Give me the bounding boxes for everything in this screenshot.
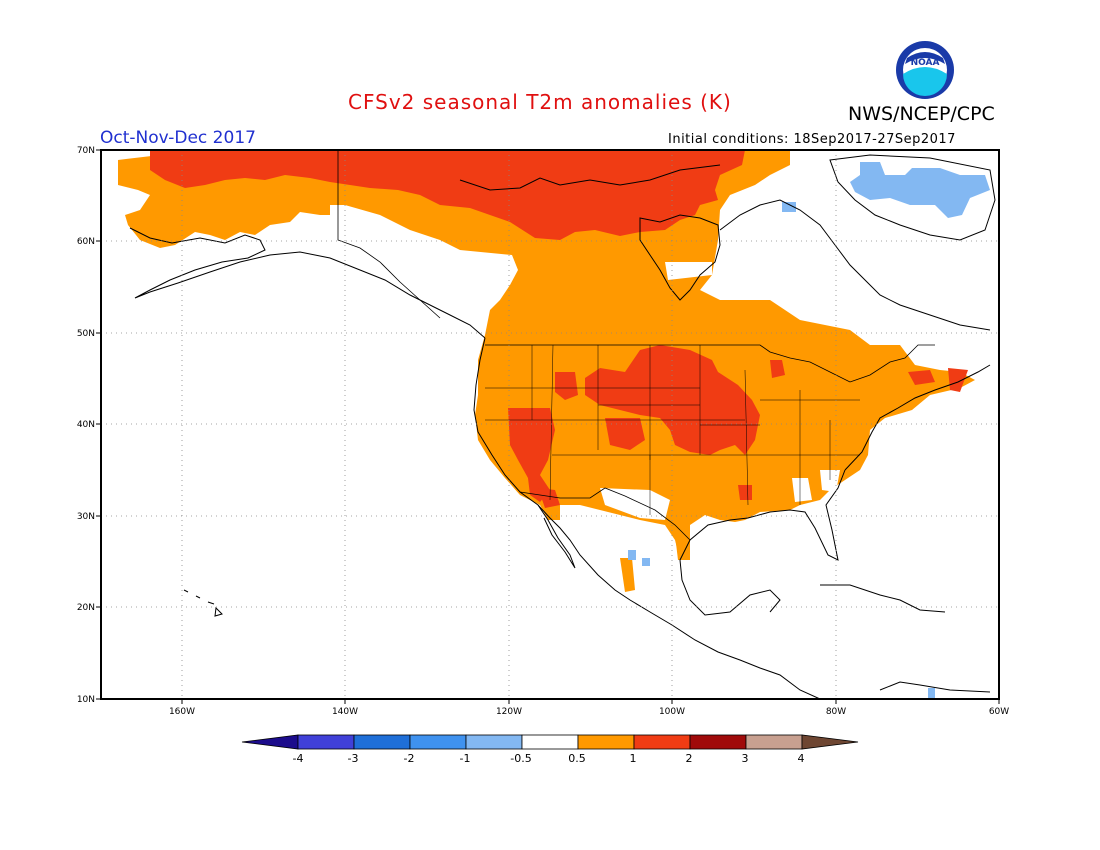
anomaly-region-red-maritimes [948,368,968,392]
anomaly-region-red-rockies [555,372,578,400]
legend-color-box [689,734,747,750]
legend-color-box [353,734,411,750]
lat-label: 30N [77,512,95,522]
anomaly-region-red-newengland [908,370,935,385]
lat-label: 10N [77,695,95,705]
lat-label: 20N [77,603,95,613]
legend-label: 3 [742,752,749,765]
legend-label: -1 [460,752,471,765]
anomaly-neutral-southeast [820,470,840,492]
coastline-labrador [719,199,991,331]
lat-label: 50N [77,329,95,339]
anomaly-region-blue-baffin [850,162,990,218]
legend-boxes [241,734,859,750]
coastline-hudson [639,214,721,301]
lon-label: 120W [496,707,522,717]
anomaly-region-blue-mexico [628,550,636,560]
anomaly-region-orange [118,150,975,560]
legend-color-box [745,734,803,750]
legend-color-box [521,734,579,750]
map-title: CFSv2 seasonal T2m anomalies (K) [348,90,732,114]
anomaly-region-orange-mexico [620,558,635,592]
border-us-canada [485,344,935,383]
coastline-east [844,364,991,471]
legend-arrow-right [801,734,859,750]
legend-label: -3 [348,752,359,765]
legend-label: -4 [293,752,304,765]
lon-label: 100W [659,707,685,717]
anomaly-region-red-texas [605,418,645,450]
anomaly-neutral-florida [792,478,812,502]
coastline-baja [537,504,576,569]
lon-label: 60W [989,707,1009,717]
border-us-mexico [519,487,691,541]
legend-color-box [577,734,635,750]
lat-label: 70N [77,146,95,156]
lat-labels: 70N 60N 50N 40N 30N 20N 10N [77,146,95,705]
lon-label: 80W [826,707,846,717]
lon-label: 140W [332,707,358,717]
legend-color-box [465,734,523,750]
legend-label: -0.5 [510,752,531,765]
anomaly-region-blue-caribbean [928,688,935,699]
legend-label: 4 [798,752,805,765]
coastline-hawaii [183,589,223,617]
coastline-west [473,337,821,699]
svg-text:NOAA: NOAA [911,58,940,68]
anomaly-region-red-southeast [738,485,752,500]
season-label: Oct-Nov-Dec 2017 [100,128,256,148]
coastline-alaska [129,227,486,339]
anomaly-neutral-mexico [600,488,670,520]
coastline-arctic [459,164,721,191]
legend-color-box [409,734,467,750]
initial-conditions-label: Initial conditions: 18Sep2017-27Sep2017 [668,132,956,147]
anomaly-field [118,150,990,699]
legend-label: 2 [686,752,693,765]
anomaly-region-red-southwest [508,408,555,502]
anomaly-region-orange-gulf [675,535,690,560]
coastlines [129,154,996,699]
anomaly-region-red-baja [538,488,560,508]
coastline-caribbean [820,584,991,693]
noaa-logo: NOAA [896,41,954,99]
lon-label: 160W [169,707,195,717]
state-lines [485,344,860,515]
legend-labels: -4 -3 -2 -1 -0.5 0.5 1 2 3 4 [293,752,805,765]
anomaly-region-red-north [150,150,745,240]
political-borders [337,150,935,541]
anomaly-region-red-central [585,345,760,455]
coastline-greenland [829,154,996,241]
border-alaska-canada [337,150,441,319]
legend-label: -2 [404,752,415,765]
legend-label: 1 [630,752,637,765]
lon-ticks [181,699,1000,704]
anomaly-region-red-greatlakes [770,360,785,378]
lat-label: 40N [77,420,95,430]
anomaly-region-blue-small [782,202,796,212]
agency-label: NWS/NCEP/CPC [848,103,995,125]
lat-ticks [96,149,101,700]
anomaly-region-blue-mexico-2 [642,558,650,566]
legend-arrow-left [241,734,299,750]
lat-label: 60N [77,237,95,247]
legend-color-box [633,734,691,750]
legend-color-box [297,734,355,750]
legend-label: 0.5 [568,752,586,765]
lon-labels: 160W 140W 120W 100W 80W 60W [169,707,1009,717]
